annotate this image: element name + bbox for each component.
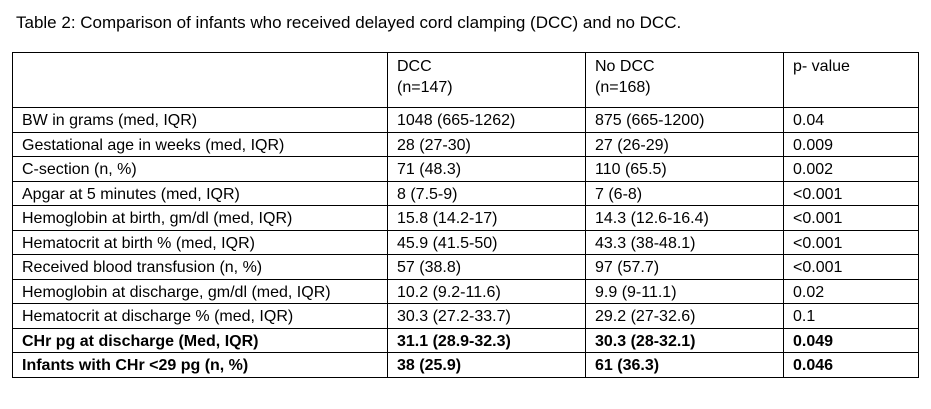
dcc-value: 31.1 (28.9-32.3) [387,327,586,353]
p-value: 0.009 [783,131,919,157]
header-p-value: p- value [783,52,919,108]
header-empty-cell [12,52,388,108]
p-value: <0.001 [783,180,919,206]
dcc-value: 8 (7.5-9) [387,180,586,206]
row-label: CHr pg at discharge (Med, IQR) [12,327,388,353]
no-dcc-value: 27 (26-29) [585,131,784,157]
table-row: Hemoglobin at discharge, gm/dl (med, IQR… [12,278,919,304]
dcc-value: 10.2 (9.2-11.6) [387,278,586,304]
dcc-value: 28 (27-30) [387,131,586,157]
header-dcc: DCC (n=147) [387,52,586,108]
header-no-dcc-n: (n=168) [595,79,651,96]
no-dcc-value: 9.9 (9-11.1) [585,278,784,304]
table-row-highlight: CHr pg at discharge (Med, IQR) 31.1 (28.… [12,327,919,353]
table-row: BW in grams (med, IQR) 1048 (665-1262) 8… [12,107,919,133]
row-label: Hemoglobin at birth, gm/dl (med, IQR) [12,205,388,231]
p-value: 0.002 [783,156,919,182]
p-value: <0.001 [783,229,919,255]
header-no-dcc: No DCC (n=168) [585,52,784,108]
row-label: BW in grams (med, IQR) [12,107,388,133]
table-row: Received blood transfusion (n, %) 57 (38… [12,254,919,280]
row-label: Hematocrit at discharge % (med, IQR) [12,303,388,329]
no-dcc-value: 61 (36.3) [585,352,784,378]
table-row: Hemoglobin at birth, gm/dl (med, IQR) 15… [12,205,919,231]
table-row: Hematocrit at discharge % (med, IQR) 30.… [12,303,919,329]
dcc-value: 1048 (665-1262) [387,107,586,133]
dcc-value: 57 (38.8) [387,254,586,280]
no-dcc-value: 14.3 (12.6-16.4) [585,205,784,231]
dcc-value: 71 (48.3) [387,156,586,182]
row-label: Hematocrit at birth % (med, IQR) [12,229,388,255]
table-caption: Table 2: Comparison of infants who recei… [16,13,682,32]
row-label: Hemoglobin at discharge, gm/dl (med, IQR… [12,278,388,304]
row-label: Received blood transfusion (n, %) [12,254,388,280]
dcc-value: 15.8 (14.2-17) [387,205,586,231]
no-dcc-value: 97 (57.7) [585,254,784,280]
no-dcc-value: 7 (6-8) [585,180,784,206]
table-row-highlight: Infants with CHr <29 pg (n, %) 38 (25.9)… [12,352,919,378]
dcc-value: 30.3 (27.2-33.7) [387,303,586,329]
p-value: 0.04 [783,107,919,133]
dcc-value: 45.9 (41.5-50) [387,229,586,255]
header-dcc-label: DCC [397,58,432,75]
no-dcc-value: 110 (65.5) [585,156,784,182]
dcc-value: 38 (25.9) [387,352,586,378]
p-value: 0.049 [783,327,919,353]
row-label: Apgar at 5 minutes (med, IQR) [12,180,388,206]
no-dcc-value: 30.3 (28-32.1) [585,327,784,353]
table-row: Apgar at 5 minutes (med, IQR) 8 (7.5-9) … [12,180,919,206]
header-no-dcc-label: No DCC [595,58,655,75]
header-dcc-n: (n=147) [397,79,453,96]
p-value: <0.001 [783,254,919,280]
table-row: Gestational age in weeks (med, IQR) 28 (… [12,131,919,157]
no-dcc-value: 43.3 (38-48.1) [585,229,784,255]
no-dcc-value: 875 (665-1200) [585,107,784,133]
p-value: 0.1 [783,303,919,329]
no-dcc-value: 29.2 (27-32.6) [585,303,784,329]
table-row: C-section (n, %) 71 (48.3) 110 (65.5) 0.… [12,156,919,182]
row-label: Infants with CHr <29 pg (n, %) [12,352,388,378]
table-row: Hematocrit at birth % (med, IQR) 45.9 (4… [12,229,919,255]
table-header-row: DCC (n=147) No DCC (n=168) p- value [12,52,919,108]
comparison-table: DCC (n=147) No DCC (n=168) p- value BW i… [12,52,919,378]
p-value: 0.046 [783,352,919,378]
row-label: C-section (n, %) [12,156,388,182]
p-value: 0.02 [783,278,919,304]
row-label: Gestational age in weeks (med, IQR) [12,131,388,157]
p-value: <0.001 [783,205,919,231]
